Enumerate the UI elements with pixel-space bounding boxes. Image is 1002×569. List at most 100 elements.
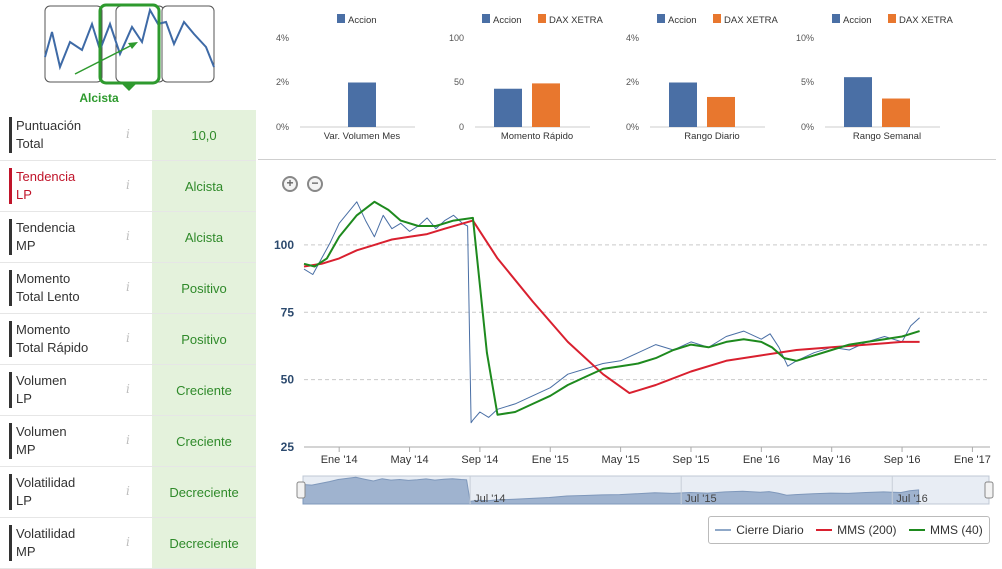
- indicator-label: Volumen LP: [9, 372, 126, 408]
- legend-item[interactable]: MMS (40): [909, 523, 983, 537]
- indicator-value: Positivo: [152, 314, 256, 364]
- indicator-value: Positivo: [152, 263, 256, 313]
- navigator-handle-left[interactable]: [296, 481, 306, 499]
- x-tick-label: Ene '14: [321, 454, 358, 465]
- mini-title: Rango Semanal: [853, 131, 921, 142]
- range-navigator[interactable]: Jul '14 Jul '15 Jul '16: [295, 474, 997, 508]
- mini-bar: [882, 98, 910, 127]
- mini-axis-label: 0%: [276, 122, 289, 132]
- mini-legend-label: DAX XETRA: [549, 15, 604, 26]
- mini-legend-label: Accion: [843, 15, 872, 26]
- indicator-label: Momento Total Rápido: [9, 321, 126, 357]
- mini-title: Var. Volumen Mes: [324, 131, 401, 142]
- zoom-in-icon[interactable]: +: [282, 176, 298, 192]
- x-tick-label: May '14: [390, 454, 428, 465]
- x-tick-label: Ene '16: [743, 454, 780, 465]
- indicator-label-line1: Volumen: [16, 424, 67, 439]
- mini-bar: [844, 77, 872, 127]
- info-icon[interactable]: i: [126, 229, 130, 243]
- navigator-label: Jul '14: [474, 493, 505, 505]
- info-icon[interactable]: i: [126, 280, 130, 294]
- mini-title: Rango Diario: [684, 131, 739, 142]
- chart-legend: Cierre Diario MMS (200) MMS (40): [708, 516, 990, 544]
- indicator-label-line2: LP: [16, 187, 32, 202]
- mini-chart: Accion DAX XETRA 4% 2% 0% Rango Diario: [626, 14, 779, 142]
- indicator-label-line2: LP: [16, 493, 32, 508]
- indicator-value: 10,0: [152, 110, 256, 160]
- trend-badge: Alcista: [44, 3, 215, 105]
- x-tick-label: Sep '14: [461, 454, 498, 465]
- indicator-row: Tendencia MP i Alcista: [0, 212, 256, 263]
- mini-legend-label: DAX XETRA: [724, 15, 779, 26]
- legend-label: MMS (40): [930, 523, 983, 537]
- mini-axis-label: 5%: [801, 77, 814, 87]
- indicator-label: Volumen MP: [9, 423, 126, 459]
- navigator-area: [302, 476, 920, 505]
- mini-legend-label: Accion: [348, 15, 377, 26]
- indicator-label-line1: Volatilidad: [16, 475, 76, 490]
- mini-legend-swatch: [657, 14, 665, 23]
- indicator-value: Decreciente: [152, 518, 256, 568]
- indicator-label: Momento Total Lento: [9, 270, 126, 306]
- indicator-label-line2: Total Lento: [16, 289, 80, 304]
- mini-bar: [532, 83, 560, 127]
- indicator-label-line2: Total Rápido: [16, 340, 89, 355]
- indicator-row: Volatilidad LP i Decreciente: [0, 467, 256, 518]
- indicator-row: Tendencia LP i Alcista: [0, 161, 256, 212]
- legend-swatch: [909, 529, 926, 531]
- mini-chart: Accion 4% 2% 0% Var. Volumen Mes: [276, 14, 415, 142]
- mini-bar: [669, 82, 697, 127]
- info-icon[interactable]: i: [126, 535, 130, 549]
- mini-axis-label: 50: [454, 77, 464, 87]
- indicator-value: Alcista: [152, 212, 256, 262]
- legend-item[interactable]: MMS (200): [816, 523, 897, 537]
- series-cierre-diario: [303, 201, 920, 424]
- info-icon[interactable]: i: [126, 127, 130, 141]
- x-tick-label: Ene '15: [532, 454, 569, 465]
- trend-pointer: [121, 83, 137, 91]
- mini-axis-label: 100: [449, 33, 464, 43]
- trend-sparkline: [44, 7, 215, 71]
- mini-axis-label: 2%: [276, 77, 289, 87]
- indicator-row: Momento Total Lento i Positivo: [0, 263, 256, 314]
- navigator-handle-right[interactable]: [984, 481, 994, 499]
- mini-legend-swatch: [832, 14, 840, 23]
- mini-axis-label: 0%: [626, 122, 639, 132]
- y-tick-label: 50: [281, 373, 295, 387]
- mini-legend-label: Accion: [668, 15, 697, 26]
- mini-title: Momento Rápido: [501, 131, 573, 142]
- legend-item[interactable]: Cierre Diario: [715, 523, 804, 537]
- indicator-label-line1: Tendencia: [16, 169, 76, 184]
- indicator-label-line2: MP: [16, 238, 36, 253]
- indicator-row: Volumen LP i Creciente: [0, 365, 256, 416]
- legend-swatch: [715, 529, 732, 531]
- indicator-value: Decreciente: [152, 467, 256, 517]
- indicator-label: Puntuación Total: [9, 117, 126, 153]
- indicator-label: Tendencia MP: [9, 219, 126, 255]
- indicator-label-line1: Momento: [16, 322, 71, 337]
- info-icon[interactable]: i: [126, 331, 130, 345]
- mini-chart: Accion DAX XETRA 100 50 0 Momento Rápido: [449, 14, 604, 142]
- indicator-row: Momento Total Rápido i Positivo: [0, 314, 256, 365]
- trend-label: Alcista: [79, 91, 119, 105]
- indicator-label-line2: LP: [16, 391, 32, 406]
- x-tick-label: May '16: [813, 454, 851, 465]
- info-icon[interactable]: i: [126, 484, 130, 498]
- zoom-out-icon[interactable]: −: [307, 176, 323, 192]
- price-chart[interactable]: 25 50 75 100 Ene '14 May '14 Sep '14 Ene '15 May…: [262, 185, 998, 465]
- indicator-label-line1: Volumen: [16, 373, 67, 388]
- legend-label: Cierre Diario: [736, 523, 804, 537]
- navigator-label: Jul '16: [896, 493, 927, 505]
- info-icon[interactable]: i: [126, 178, 130, 192]
- trend-arrow-line: [74, 43, 135, 75]
- indicator-label-line2: Total: [16, 136, 44, 151]
- indicator-value: Creciente: [152, 365, 256, 415]
- info-icon[interactable]: i: [126, 433, 130, 447]
- mini-axis-label: 2%: [626, 77, 639, 87]
- info-icon[interactable]: i: [126, 382, 130, 396]
- legend-swatch: [816, 529, 833, 531]
- mini-bar: [494, 88, 522, 127]
- indicator-label-line1: Volatilidad: [16, 526, 76, 541]
- mini-charts: Accion 4% 2% 0% Var. Volumen Mes Accion DAX XE…: [276, 14, 954, 142]
- mini-axis-label: 0%: [801, 122, 814, 132]
